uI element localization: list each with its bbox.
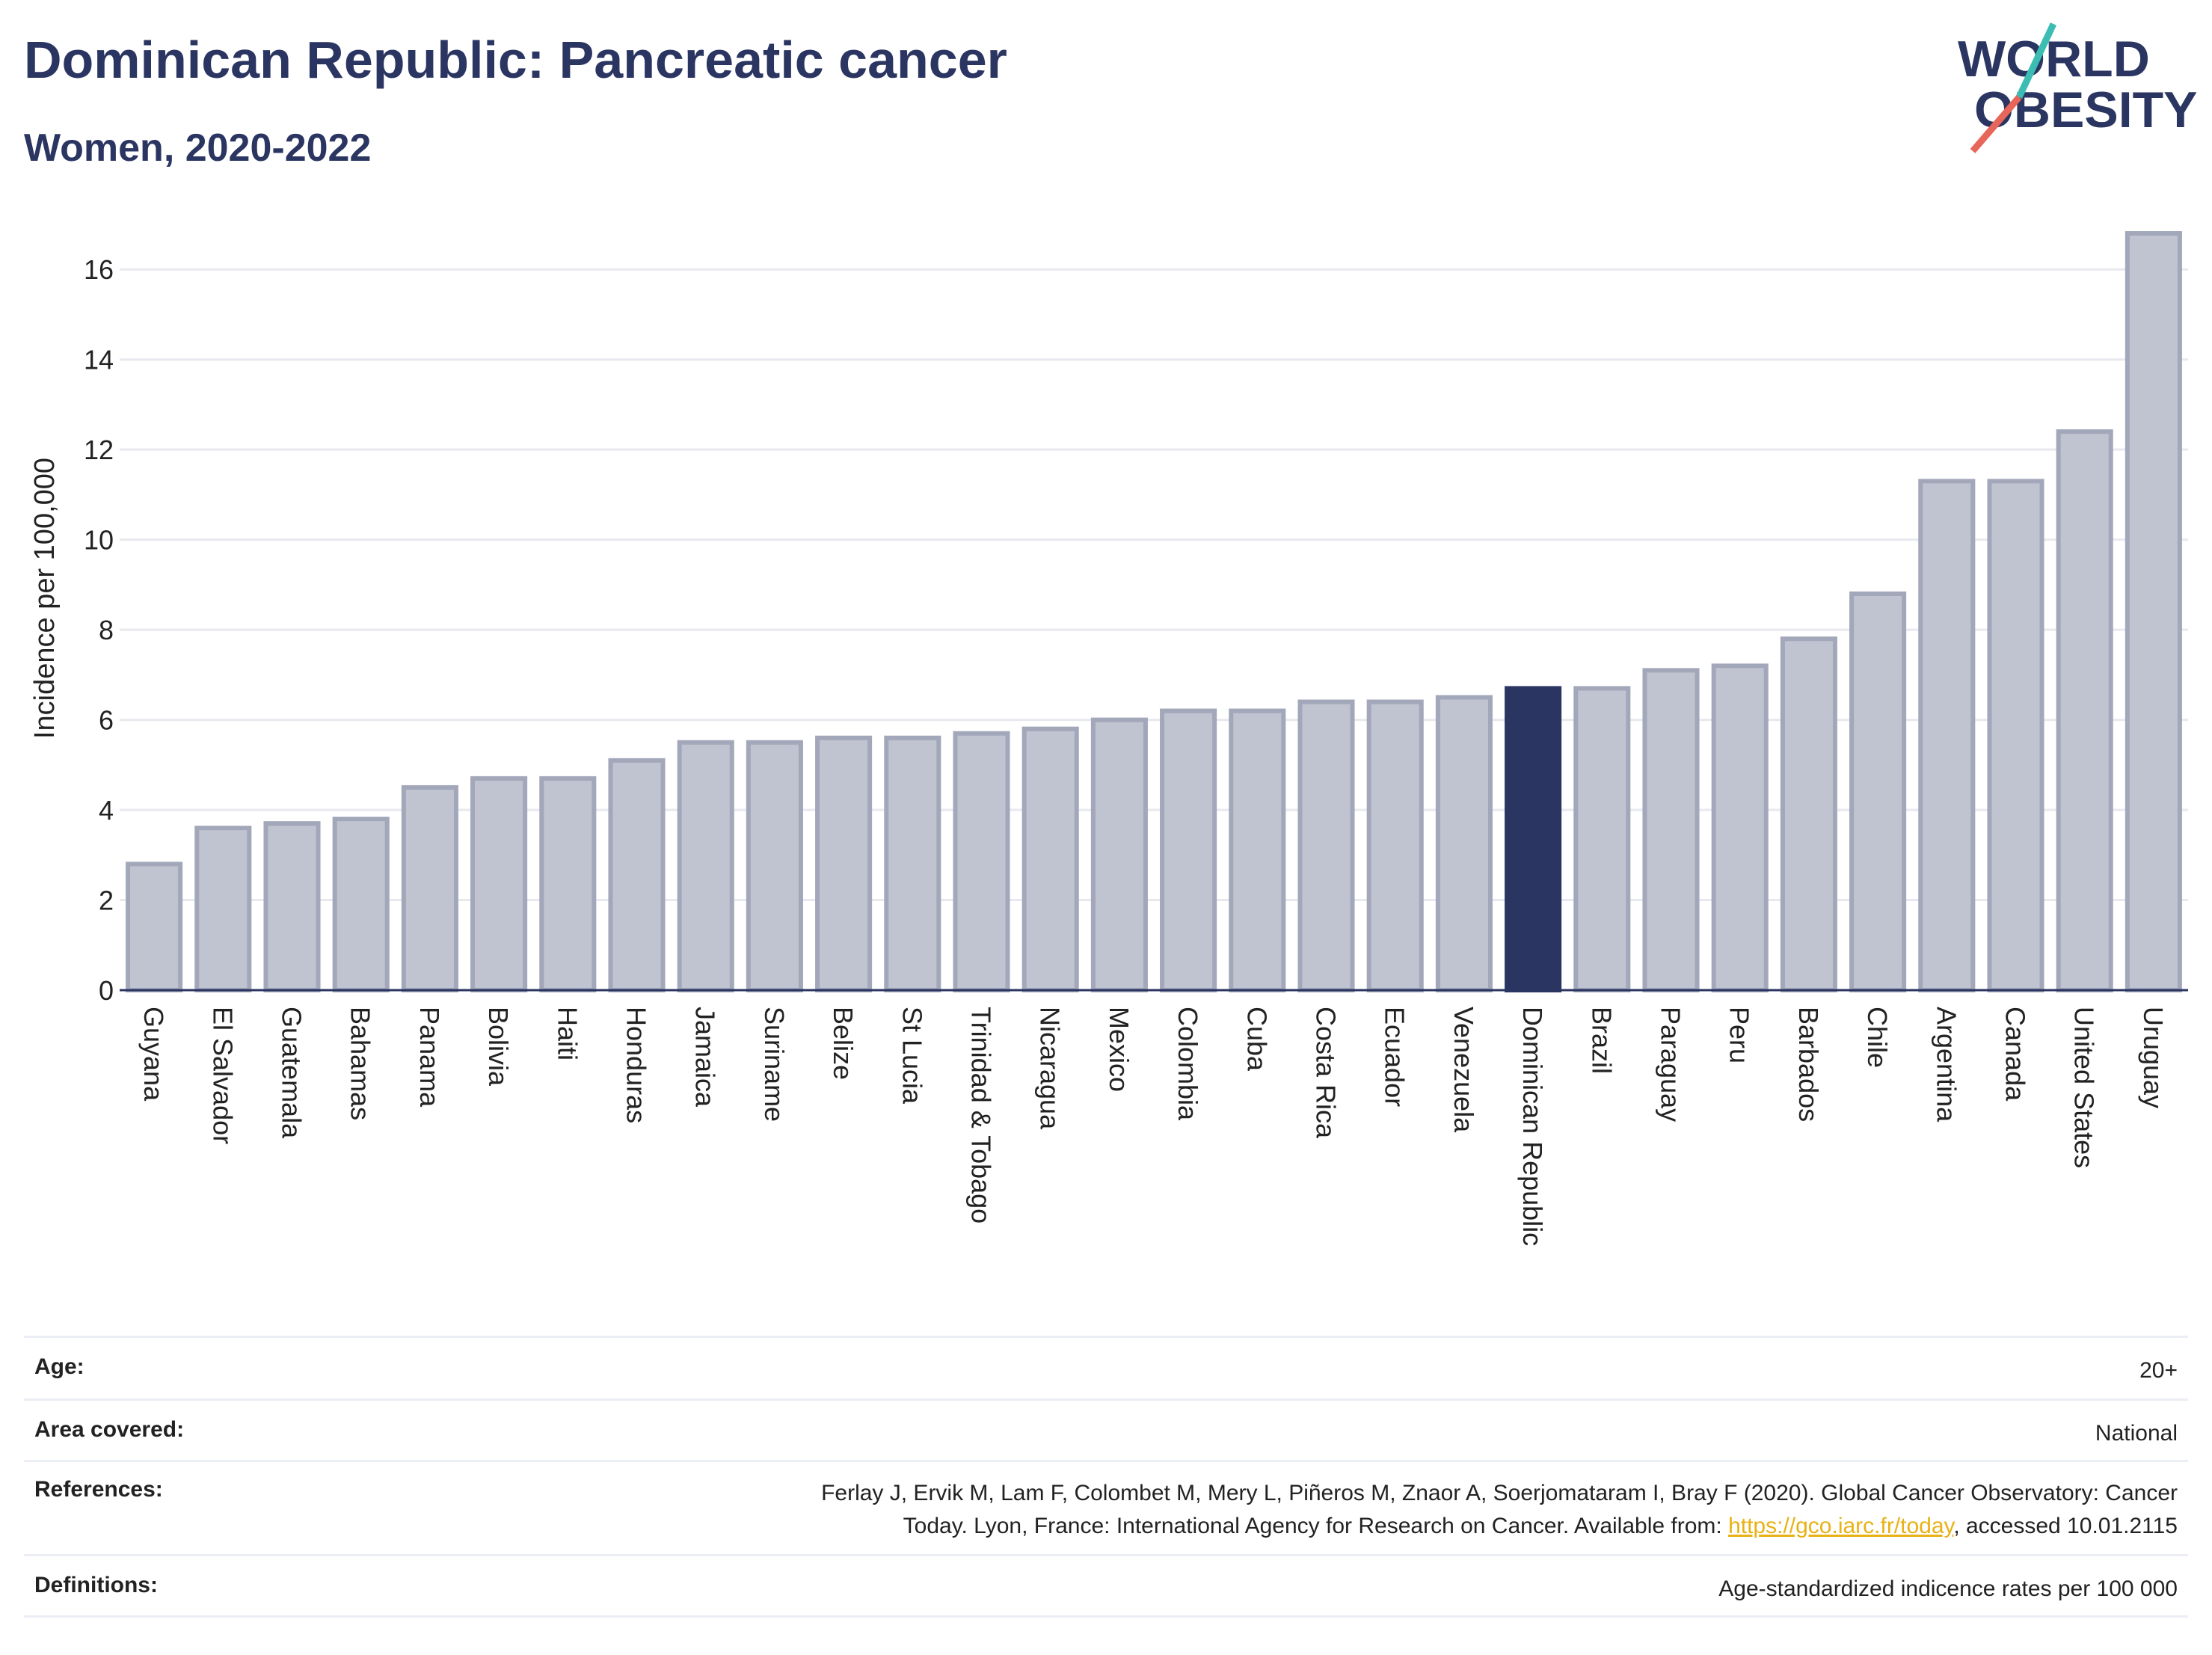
references-text-3: , accessed 10.01.2115 xyxy=(1953,1514,2178,1538)
x-tick-label: Argentina xyxy=(1931,1007,1961,1123)
bar xyxy=(470,776,528,993)
bar xyxy=(1366,699,1424,993)
x-tick-label: Trinidad & Tobago xyxy=(966,1007,997,1223)
y-axis-label: Incidence per 100,000 xyxy=(29,458,61,739)
bar xyxy=(608,758,666,992)
x-tick-label: Jamaica xyxy=(690,1007,721,1108)
x-tick-label: Cuba xyxy=(1241,1007,1272,1072)
logo-slash-teal xyxy=(2015,22,2057,99)
y-tick-label: 6 xyxy=(99,705,114,736)
bar xyxy=(953,731,1010,992)
info-table: Age: 20+ Area covered: National Referenc… xyxy=(24,1336,2188,1618)
logo-slash-coral xyxy=(1970,95,2022,153)
y-tick-label: 4 xyxy=(99,795,114,826)
references-text-2: Today. Lyon, France: International Agenc… xyxy=(903,1514,1729,1538)
chart-subtitle: Women, 2020-2022 xyxy=(24,126,372,170)
x-tick-label: Peru xyxy=(1724,1007,1755,1063)
y-tick-label: 8 xyxy=(99,615,114,645)
info-row-references: References: Ferlay J, Ervik M, Lam F, Co… xyxy=(24,1460,2188,1556)
bar xyxy=(1090,717,1148,993)
bar xyxy=(746,740,803,992)
bar xyxy=(126,862,183,993)
x-tick-label: United States xyxy=(2069,1007,2100,1168)
bar xyxy=(1573,686,1631,992)
area-label: Area covered: xyxy=(24,1398,547,1461)
x-tick-labels: Guyana El Salvador Guatemala Bahamas Panama B… xyxy=(138,1007,2169,1246)
x-tick-label: Paraguay xyxy=(1656,1007,1686,1122)
bar xyxy=(677,740,734,992)
y-tick-label: 2 xyxy=(99,885,114,916)
x-tick-label: Honduras xyxy=(621,1007,652,1123)
definitions-label: Definitions: xyxy=(24,1554,547,1618)
bar xyxy=(815,735,873,993)
bar xyxy=(1297,699,1355,993)
x-tick-label: Chile xyxy=(1862,1007,1893,1068)
bar xyxy=(263,821,321,992)
bar xyxy=(1918,479,1976,992)
bar xyxy=(401,784,458,992)
definitions-value: Age-standardized indicence rates per 100… xyxy=(547,1554,2188,1618)
bar xyxy=(1987,479,2044,992)
logo-word-world: WORLD xyxy=(1958,31,2150,87)
references-value: Ferlay J, Ervik M, Lam F, Colombet M, Me… xyxy=(547,1460,2188,1556)
x-tick-label: Guyana xyxy=(138,1007,169,1102)
x-tick-label: Panama xyxy=(414,1007,445,1108)
bar xyxy=(194,826,252,993)
grid-lines xyxy=(120,268,2188,902)
x-tick-label: St Lucia xyxy=(897,1007,927,1105)
x-tick-label: Colombia xyxy=(1173,1007,1203,1121)
bar xyxy=(332,817,390,992)
x-tick-label: Barbados xyxy=(1793,1007,1824,1122)
info-row-area: Area covered: National xyxy=(24,1398,2188,1461)
x-tick-label: Brazil xyxy=(1586,1007,1617,1074)
x-tick-label: Haiti xyxy=(552,1007,583,1060)
y-tick-label: 0 xyxy=(99,975,114,1006)
bars xyxy=(126,231,2182,993)
x-tick-label: Canada xyxy=(2000,1007,2031,1102)
x-tick-label: Belize xyxy=(828,1007,858,1080)
x-tick-label: Guatemala xyxy=(277,1007,307,1139)
bar xyxy=(1160,708,1217,993)
x-tick-label: Costa Rica xyxy=(1311,1007,1342,1139)
x-tick-label: Uruguay xyxy=(2138,1007,2169,1108)
bar xyxy=(884,735,941,993)
references-label: References: xyxy=(24,1460,547,1556)
bar xyxy=(1780,636,1837,993)
info-row-age: Age: 20+ xyxy=(24,1336,2188,1400)
x-tick-label: Ecuador xyxy=(1380,1007,1410,1107)
x-tick-label: El Salvador xyxy=(207,1007,238,1144)
area-value: National xyxy=(547,1398,2188,1461)
bar-chart: 0 2 4 6 8 10 12 14 16 Incidence per 100,000 Guya… xyxy=(29,231,2188,1246)
bar xyxy=(2125,231,2182,992)
x-tick-label: Bolivia xyxy=(483,1007,514,1087)
y-tick-label: 10 xyxy=(84,525,114,556)
bar-highlight xyxy=(1505,686,1562,992)
age-value: 20+ xyxy=(547,1336,2188,1400)
bar xyxy=(2056,429,2113,992)
bar xyxy=(1229,708,1286,993)
bar xyxy=(1021,726,1079,993)
y-tick-label: 14 xyxy=(84,345,114,375)
bar xyxy=(1711,663,1769,993)
references-text-1: Ferlay J, Ervik M, Lam F, Colombet M, Me… xyxy=(821,1481,2178,1505)
x-tick-label: Venezuela xyxy=(1448,1007,1479,1133)
x-tick-label: Mexico xyxy=(1104,1007,1134,1092)
references-link[interactable]: https://gco.iarc.fr/today xyxy=(1728,1514,1954,1538)
bar xyxy=(539,776,597,993)
chart-title: Dominican Republic: Pancreatic cancer xyxy=(24,31,1007,89)
y-tick-label: 16 xyxy=(84,254,114,285)
y-tick-labels: 0 2 4 6 8 10 12 14 16 xyxy=(84,254,114,1006)
x-tick-label: Suriname xyxy=(759,1007,790,1122)
bar xyxy=(1642,668,1700,992)
bar xyxy=(1849,591,1907,992)
info-row-definitions: Definitions: Age-standardized indicence … xyxy=(24,1554,2188,1618)
x-tick-label: Bahamas xyxy=(345,1007,376,1120)
bar xyxy=(1435,695,1493,992)
y-tick-label: 12 xyxy=(84,435,114,465)
age-label: Age: xyxy=(24,1336,547,1400)
x-tick-label: Nicaragua xyxy=(1035,1007,1066,1130)
world-obesity-logo: WORLD OBESITY xyxy=(1958,22,2198,153)
x-tick-label: Dominican Republic xyxy=(1517,1007,1548,1246)
